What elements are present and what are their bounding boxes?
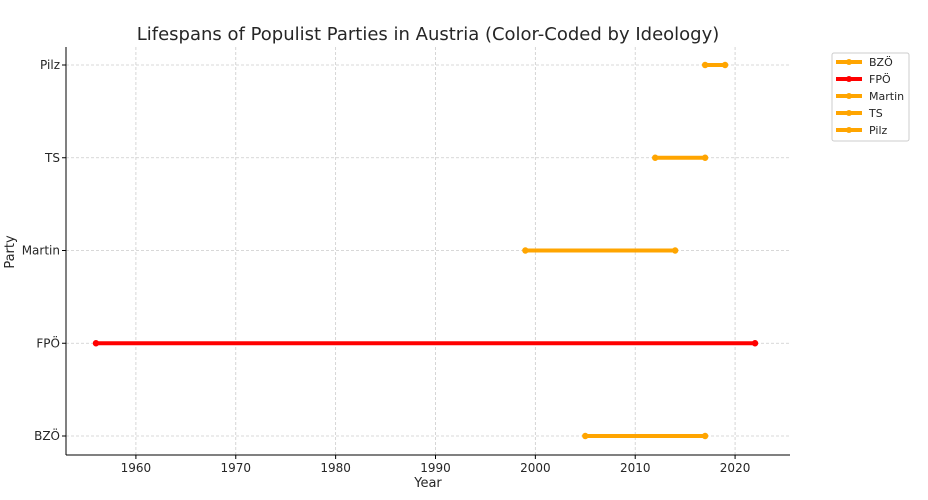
legend-entry: FPÖ [836,73,891,86]
series-martin [522,247,679,254]
x-tick-label: 2000 [520,461,551,475]
legend-entry: BZÖ [836,56,893,69]
legend-items: BZÖ FPÖ Martin TS Pilz [836,56,904,137]
x-tick-label: 1970 [220,461,251,475]
x-tick-label: 2020 [720,461,751,475]
legend-frame [831,52,910,142]
legend-marker [846,110,852,116]
legend-entry: TS [836,107,883,120]
legend-marker [846,93,852,99]
end-point [751,340,759,347]
start-point [651,154,659,161]
y-tick-label: FPÖ [36,334,60,350]
start-point [522,247,529,254]
legend-label: TS [868,107,883,120]
y-tick-label: Martin [22,244,60,258]
legend-label: BZÖ [869,56,893,69]
series-pilz [701,61,729,69]
axes-layer [65,47,790,456]
end-point [701,432,709,440]
chart-title: Lifespans of Populist Parties in Austria… [137,24,720,45]
end-point [721,61,729,69]
y-tick-layer: BZÖ FPÖ Martin TS Pilz [22,58,66,443]
legend-entry: Pilz [836,124,888,137]
legend-label: Martin [869,90,904,103]
series-bzö [582,432,709,440]
legend-label: FPÖ [869,73,891,86]
y-tick-label: Pilz [40,58,60,72]
x-tick-layer: 1960 1970 1980 1990 2000 2010 2020 [121,455,751,475]
grid-layer [66,47,790,455]
legend-entry: Martin [836,90,904,103]
end-point [701,154,709,161]
start-point [92,340,100,347]
series-layer [92,61,759,440]
legend-label: Pilz [869,124,888,137]
x-tick-label: 1980 [320,461,351,475]
x-axis-label: Year [413,476,442,491]
legend-marker [846,59,852,65]
y-tick-label: TS [44,151,60,165]
start-point [701,61,709,69]
x-tick-label: 1960 [121,461,152,475]
end-point [671,247,679,254]
series-fpö [92,340,759,347]
legend: BZÖ FPÖ Martin TS Pilz [831,52,910,142]
x-tick-label: 2010 [620,461,651,475]
legend-marker [846,127,852,133]
start-point [582,432,589,440]
series-ts [651,154,709,161]
y-tick-label: BZÖ [34,427,60,443]
legend-marker [846,76,852,82]
x-tick-label: 1990 [420,461,451,475]
y-axis-label: Party [3,235,18,269]
